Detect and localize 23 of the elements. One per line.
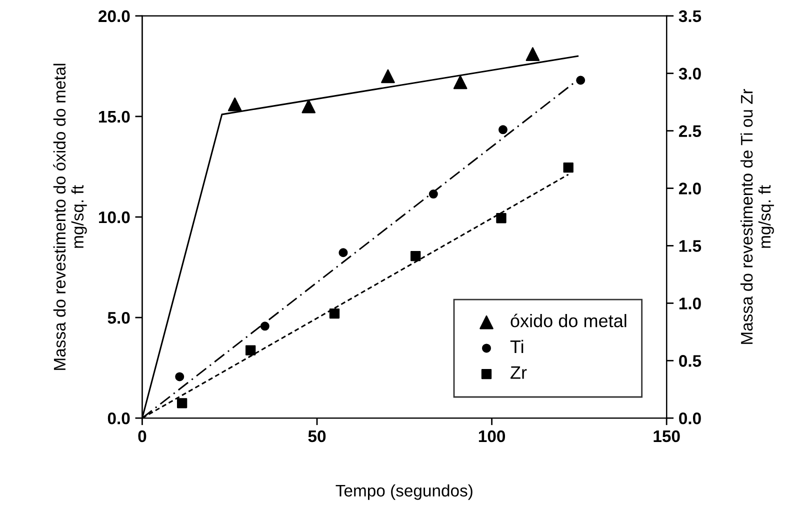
y-tick-label: 15.0 [99,110,130,123]
y-tick-label: 5.0 [108,312,130,324]
x-axis-title: Tempo (segundos) [336,484,472,500]
legend-label: óxido do metal [510,314,626,328]
legend-label: Ti [510,340,524,353]
y2-tick-label: 3.5 [678,10,702,22]
y2-tick-label: 0.0 [679,412,701,424]
x-tick-label: 50 [308,430,326,442]
x-tick-label: 0 [138,430,146,442]
y-tick-label: 10.0 [99,211,130,224]
y2-tick-label: 2.0 [678,182,701,194]
y-tick-label: 20.0 [98,10,130,22]
y2-tick-label: 0.5 [679,355,702,367]
y2-tick-label: 2.5 [678,125,702,138]
x-tick-label: 150 [654,430,680,442]
y2-tick-label: 3.0 [678,68,701,80]
y2-tick-label: 1.0 [679,298,701,310]
legend-label: Zr [510,366,527,379]
y2-tick-label: 1.5 [679,240,702,252]
y2-axis-title: Massa do revestimento de Ti ou Zr mg/sq. ft [740,88,774,344]
y-tick-label: 0.0 [108,412,130,424]
y-axis-title: Massa do revestimento do óxido do metal mg/sq. ft [53,64,87,370]
x-tick-label: 100 [478,430,506,442]
